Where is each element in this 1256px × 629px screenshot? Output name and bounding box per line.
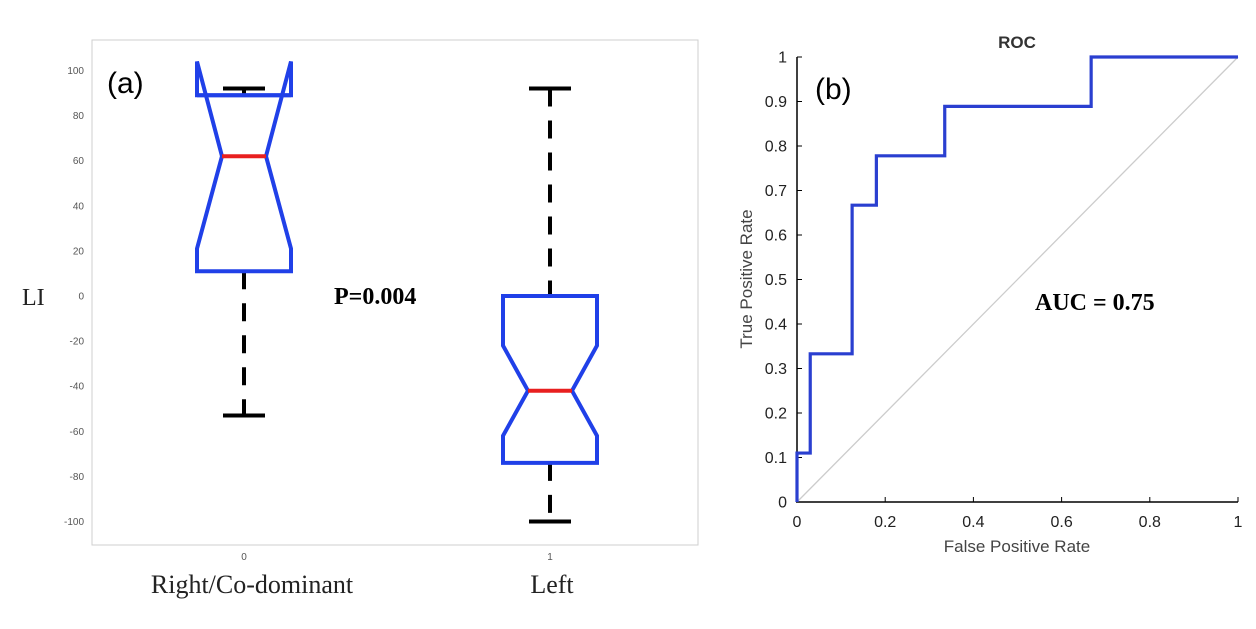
panel-a-y-tick-label-2: 60	[73, 156, 85, 167]
panel-b-x-tick-label-1: 0.2	[874, 514, 896, 531]
panel-b-auc-annotation: AUC = 0.75	[1035, 290, 1155, 316]
panel-b-x-ticks: 0 0.2 0.4 0.6 0.8 1	[793, 497, 1243, 531]
panel-b-x-tick-label-0: 0	[793, 514, 802, 531]
panel-a-category-label-0: Right/Co-dominant	[151, 570, 354, 599]
panel-a-y-axis-label: LI	[22, 285, 45, 311]
panel-a-y-tick-label-0: 100	[67, 66, 84, 77]
panel-b-x-tick-label-5: 1	[1234, 514, 1243, 531]
panel-a-y-tick-label-10: -100	[64, 517, 84, 528]
panel-b-title: ROC	[998, 33, 1036, 52]
panel-a-label: (a)	[107, 67, 144, 100]
panel-b-chance-diagonal	[796, 56, 1239, 503]
panel-b-y-tick-label-8: 0.8	[765, 139, 787, 156]
panel-a-y-tick-label-8: -60	[70, 427, 85, 438]
panel-b-lines	[795, 55, 1239, 503]
panel-a-box-1	[501, 86, 599, 524]
panel-b-y-tick-label-4: 0.4	[765, 317, 787, 334]
panel-a-x-tick-label-0: 0	[241, 552, 247, 563]
panel-a-y-ticks: 100 80 60 40 20 0 -20 -40 -60 -80 -100	[64, 66, 84, 528]
panel-b-y-tick-label-5: 0.5	[765, 272, 787, 289]
panel-a-x-tick-label-1: 1	[547, 552, 553, 563]
panel-b-y-tick-label-2: 0.2	[765, 406, 787, 423]
panel-b-y-axis-label: True Positive Rate	[737, 209, 756, 348]
panel-b-y-ticks: 0 0.1 0.2 0.3 0.4 0.5 0.6 0.7 0.8 0.9 1	[765, 50, 802, 512]
panel-a-y-tick-label-1: 80	[73, 111, 85, 122]
panel-a-box-0	[195, 60, 293, 418]
panel-b-x-tick-label-4: 0.8	[1139, 514, 1161, 531]
panel-b-y-tick-label-0: 0	[778, 495, 787, 512]
panel-b-y-tick-label-6: 0.6	[765, 228, 787, 245]
panel-a-y-tick-label-9: -80	[70, 472, 85, 483]
panel-a-boxes	[195, 60, 599, 524]
panel-a-notched-box-1	[501, 294, 599, 465]
panel-b-y-tick-label-10: 1	[778, 50, 787, 67]
panel-a-plot-frame	[91, 39, 699, 546]
panel-a-y-tick-label-4: 20	[73, 246, 85, 257]
panel-a-y-tick-label-5: 0	[78, 292, 84, 303]
panel-a-y-tick-label-7: -40	[70, 382, 85, 393]
panel-b-y-tick-label-9: 0.9	[765, 94, 787, 111]
panel-b-label: (b)	[815, 73, 852, 106]
panel-b-y-tick-label-1: 0.1	[765, 450, 787, 467]
panel-a-p-value-annotation: P=0.004	[334, 284, 416, 310]
panel-a-y-tick-label-3: 40	[73, 201, 85, 212]
panel-a-y-tick-label-6: -20	[70, 337, 85, 348]
panel-b-y-tick-label-7: 0.7	[765, 183, 787, 200]
panel-b-roc-curve	[795, 55, 1238, 502]
panel-b-x-axis-label: False Positive Rate	[944, 537, 1090, 556]
panel-b-x-tick-label-3: 0.6	[1050, 514, 1072, 531]
panel-a-category-label-1: Left	[530, 570, 574, 599]
panel-b-y-tick-label-3: 0.3	[765, 361, 787, 378]
panel-b-x-tick-label-2: 0.4	[962, 514, 984, 531]
